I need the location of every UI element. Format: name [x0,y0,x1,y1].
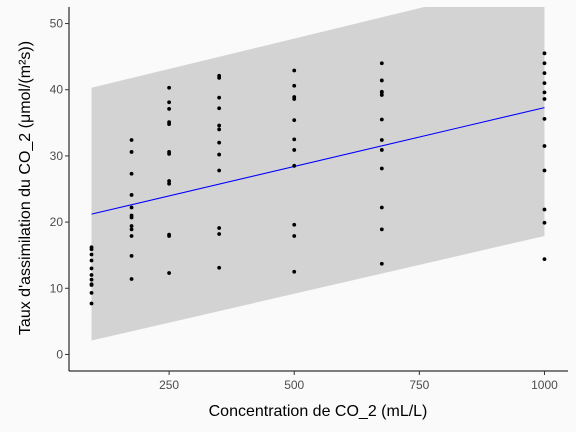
data-point [89,282,94,287]
data-points [89,51,547,306]
data-point [542,168,547,173]
data-point [379,89,384,94]
data-point [217,95,222,100]
data-point [292,137,297,142]
data-point [292,234,297,238]
y-tick-label: 50 [50,17,64,31]
data-point [217,152,222,157]
data-point [542,61,547,66]
data-point [129,171,134,176]
data-point [292,68,297,73]
data-point [379,117,384,122]
data-point [129,193,134,197]
y-tick-label: 20 [50,215,64,229]
data-point [217,123,222,128]
data-point [217,140,222,145]
data-point [379,78,384,83]
data-point [292,148,297,152]
data-point [379,138,384,142]
data-point [129,253,134,258]
data-point [89,301,94,306]
x-axis: 250 500 750 1000 [69,370,568,392]
y-axis-title: Taux d'assimilation du CO_2 (μmol/(m²s)) [17,41,34,335]
data-point [379,227,384,232]
data-point [129,213,134,218]
data-point [542,144,547,148]
data-point [217,265,222,270]
data-point [292,222,297,227]
data-point [542,257,547,262]
data-point [129,224,134,228]
data-point [167,179,172,183]
y-tick-label: 0 [56,347,63,361]
data-point [292,163,297,168]
data-point [379,166,384,171]
data-point [542,97,547,101]
data-point [379,261,384,266]
data-point [167,85,172,90]
data-point [129,277,134,281]
x-tick-label: 750 [409,378,429,392]
data-point [89,245,94,250]
data-point [167,271,172,275]
data-point [379,61,384,66]
data-point [292,83,297,88]
data-point [542,51,547,56]
data-point [292,118,297,123]
data-point [89,291,94,295]
data-point [129,150,134,154]
data-point [217,127,222,132]
data-point [129,205,134,210]
y-tick-label: 10 [50,281,64,295]
data-point [379,93,384,97]
data-point [89,258,94,263]
data-point [89,266,94,271]
data-point [89,273,94,277]
y-tick-label: 40 [50,83,64,97]
data-point [542,116,547,121]
data-point [542,71,547,76]
x-tick-label: 500 [284,378,304,392]
data-point [217,168,222,173]
data-point [542,220,547,225]
data-point [129,138,134,142]
data-point [217,73,222,78]
data-point [89,277,94,282]
data-point [167,232,172,237]
y-axis: 0 10 20 30 40 50 [50,7,70,371]
data-point [167,120,172,125]
data-point [129,227,134,232]
fit-line [91,107,545,215]
data-point [167,150,172,154]
data-point [292,269,297,274]
data-point [217,232,222,236]
data-point [542,81,547,86]
y-tick-label: 30 [50,149,64,163]
data-point [89,252,94,257]
data-point [292,95,297,99]
x-tick-label: 1000 [531,378,558,392]
data-point [217,226,222,230]
data-point [379,205,384,210]
data-point [167,100,172,105]
data-point [167,107,172,111]
x-axis-title: Concentration de CO_2 (mL/L) [209,403,428,420]
data-point [379,148,384,152]
data-point [167,181,172,186]
data-point [542,90,547,95]
prediction-band [91,7,545,341]
data-point [542,207,547,212]
x-tick-label: 250 [159,378,179,392]
data-point [129,234,134,238]
data-point [217,106,222,111]
